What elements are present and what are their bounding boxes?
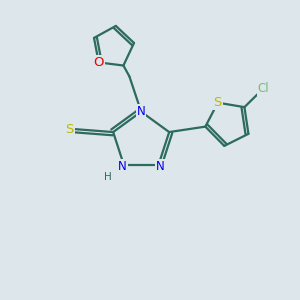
Text: N: N [137, 105, 146, 118]
Text: N: N [156, 160, 164, 173]
Text: Cl: Cl [257, 82, 269, 95]
Text: S: S [214, 96, 222, 109]
Text: H: H [104, 172, 112, 182]
Text: N: N [118, 160, 127, 173]
Text: O: O [93, 56, 104, 69]
Text: S: S [65, 123, 74, 136]
